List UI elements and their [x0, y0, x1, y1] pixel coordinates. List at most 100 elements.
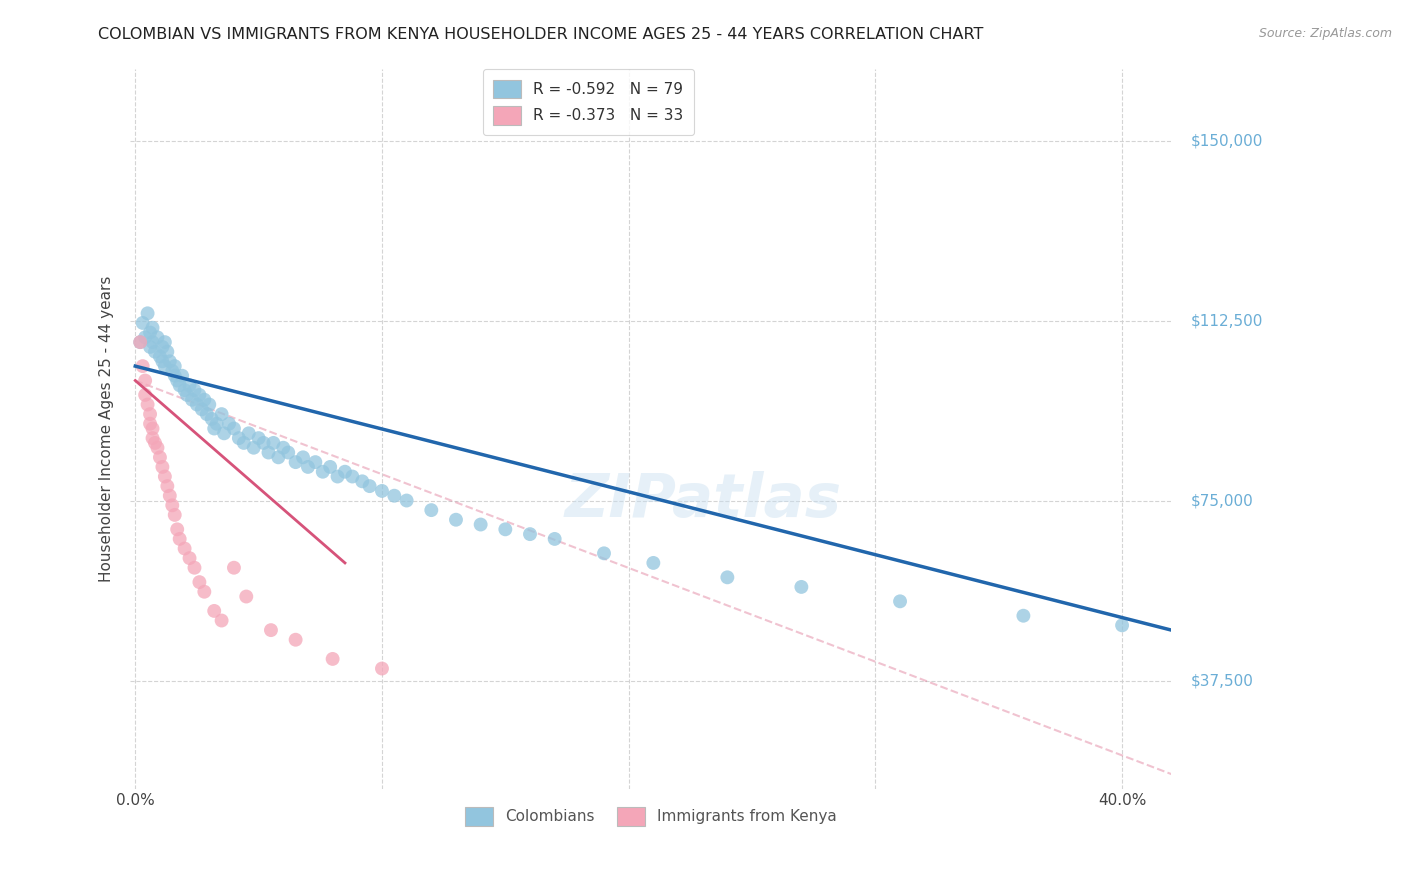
Point — [153, 469, 176, 483]
Point — [371, 661, 394, 675]
Point — [169, 378, 191, 392]
Point — [342, 469, 364, 483]
Point — [173, 383, 195, 397]
Point — [186, 398, 208, 412]
Point — [242, 441, 264, 455]
Point — [262, 436, 284, 450]
Point — [146, 330, 169, 344]
Point — [297, 459, 319, 474]
Point — [191, 402, 214, 417]
Point — [159, 354, 181, 368]
Text: $37,500: $37,500 — [1191, 673, 1254, 688]
Point — [252, 436, 274, 450]
Point — [146, 441, 169, 455]
Point — [205, 417, 228, 431]
Point — [156, 344, 179, 359]
Point — [176, 388, 198, 402]
Point — [141, 431, 163, 445]
Point — [143, 344, 166, 359]
Point — [141, 421, 163, 435]
Y-axis label: Householder Income Ages 25 - 44 years: Householder Income Ages 25 - 44 years — [100, 276, 114, 582]
Text: ZIPatlas: ZIPatlas — [564, 471, 842, 530]
Point — [193, 392, 215, 407]
Point — [156, 479, 179, 493]
Point — [716, 570, 738, 584]
Point — [420, 503, 443, 517]
Point — [222, 560, 245, 574]
Point — [1012, 608, 1035, 623]
Legend: Colombians, Immigrants from Kenya: Colombians, Immigrants from Kenya — [456, 798, 846, 835]
Point — [889, 594, 911, 608]
Point — [228, 431, 250, 445]
Point — [152, 354, 174, 368]
Point — [494, 522, 516, 536]
Point — [212, 426, 235, 441]
Point — [277, 445, 299, 459]
Point — [593, 546, 616, 560]
Point — [218, 417, 240, 431]
Point — [1111, 618, 1133, 632]
Point — [166, 374, 188, 388]
Point — [172, 368, 194, 383]
Point — [198, 398, 221, 412]
Point — [211, 614, 233, 628]
Point — [395, 493, 418, 508]
Point — [359, 479, 381, 493]
Point — [183, 383, 205, 397]
Point — [179, 378, 201, 392]
Point — [166, 522, 188, 536]
Point — [162, 499, 184, 513]
Point — [260, 623, 283, 637]
Point — [304, 455, 326, 469]
Text: $150,000: $150,000 — [1191, 133, 1264, 148]
Text: COLOMBIAN VS IMMIGRANTS FROM KENYA HOUSEHOLDER INCOME AGES 25 - 44 YEARS CORRELA: COLOMBIAN VS IMMIGRANTS FROM KENYA HOUSE… — [98, 27, 984, 42]
Point — [292, 450, 315, 465]
Point — [188, 388, 211, 402]
Point — [163, 508, 186, 522]
Point — [519, 527, 541, 541]
Point — [211, 407, 233, 421]
Point — [271, 441, 294, 455]
Point — [141, 320, 163, 334]
Point — [202, 604, 225, 618]
Point — [136, 306, 159, 320]
Point — [173, 541, 195, 556]
Text: $75,000: $75,000 — [1191, 493, 1254, 508]
Point — [139, 417, 162, 431]
Point — [131, 316, 153, 330]
Text: $112,500: $112,500 — [1191, 313, 1264, 328]
Point — [129, 335, 152, 350]
Point — [162, 364, 184, 378]
Point — [163, 359, 186, 373]
Point — [352, 475, 374, 489]
Point — [222, 421, 245, 435]
Point — [643, 556, 665, 570]
Point — [326, 469, 349, 483]
Point — [153, 359, 176, 373]
Point — [470, 517, 492, 532]
Point — [543, 532, 565, 546]
Point — [181, 392, 204, 407]
Point — [232, 436, 254, 450]
Point — [153, 335, 176, 350]
Point — [183, 560, 205, 574]
Point — [322, 652, 344, 666]
Point — [195, 407, 218, 421]
Point — [202, 421, 225, 435]
Point — [267, 450, 290, 465]
Point — [141, 335, 163, 350]
Point — [136, 398, 159, 412]
Point — [134, 330, 156, 344]
Point — [134, 388, 156, 402]
Point — [149, 450, 172, 465]
Point — [163, 368, 186, 383]
Point — [152, 340, 174, 354]
Point — [159, 489, 181, 503]
Point — [134, 374, 156, 388]
Text: Source: ZipAtlas.com: Source: ZipAtlas.com — [1258, 27, 1392, 40]
Point — [284, 632, 307, 647]
Point — [143, 436, 166, 450]
Point — [371, 483, 394, 498]
Point — [790, 580, 813, 594]
Point — [131, 359, 153, 373]
